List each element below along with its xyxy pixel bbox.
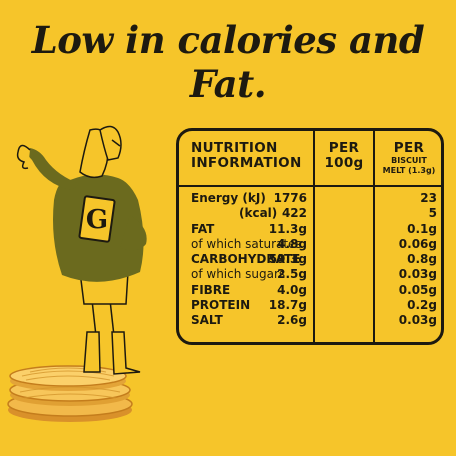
table-row: of which sugars 2.5g 0.03g	[179, 267, 441, 282]
column-divider	[373, 131, 375, 342]
row-label: PROTEIN	[191, 298, 251, 313]
column-header-per-100g: PER 100g	[315, 141, 373, 171]
legs	[83, 299, 141, 375]
title-line-2: INFORMATION	[191, 155, 302, 171]
table-title: NUTRITION INFORMATION	[191, 141, 302, 171]
table-row: FIBRE 4.0g 0.05g	[179, 283, 441, 298]
title-line-1: NUTRITION	[191, 140, 278, 156]
row-per-biscuit: 0.03g	[398, 313, 437, 328]
raised-hand	[16, 144, 31, 170]
headline: Low in calories and Fat.	[31, 18, 425, 106]
row-per-100g: 4.8g	[277, 236, 307, 251]
g-badge: G	[78, 195, 116, 243]
row-per-100g: 1776	[273, 191, 307, 205]
row-per-biscuit: 0.8g	[407, 252, 437, 267]
row-per-100g: 59.3g	[268, 252, 307, 267]
sweater	[27, 148, 147, 282]
row-per-100g: 2.5g	[277, 267, 307, 282]
table-row: CARBOHYDRATE 59.3g 0.8g	[179, 252, 441, 267]
row-label: (kcal)	[239, 206, 278, 221]
perbiscuit-line-1: PER	[393, 140, 425, 156]
table-row: SALT 2.6g 0.03g	[179, 313, 441, 328]
header-divider	[179, 185, 441, 187]
perbiscuit-line-3: MELT (1.3g)	[382, 166, 436, 175]
row-per-biscuit: 0.1g	[407, 221, 437, 236]
nutrition-rows: Energy (kJ) 1776 23 (kcal) 422 5 FAT 11.…	[179, 191, 441, 329]
per100-line-1: PER	[328, 140, 360, 156]
row-per-biscuit: 23	[420, 191, 437, 205]
row-per-biscuit: 0.06g	[398, 236, 437, 251]
row-per-biscuit: 5	[428, 206, 437, 221]
badge-letter: G	[86, 205, 108, 235]
row-label: of which sugars	[191, 267, 286, 282]
row-per-100g: 4.0g	[277, 282, 307, 297]
column-divider	[313, 131, 315, 342]
row-label: Energy (kJ)	[191, 191, 266, 205]
column-header-per-biscuit: PER BISCUIT MELT (1.3g)	[375, 141, 443, 176]
table-row: Energy (kJ) 1776 23	[179, 191, 441, 206]
nutrition-table: NUTRITION INFORMATION PER 100g PER BISCU…	[176, 128, 444, 345]
row-label: CARBOHYDRATE	[191, 252, 301, 267]
row-per-biscuit: 0.05g	[398, 282, 437, 297]
table-row: (kcal) 422 5	[179, 206, 441, 221]
head	[79, 125, 122, 179]
perbiscuit-line-2: BISCUIT	[391, 156, 427, 165]
row-per-100g: 422	[281, 206, 307, 221]
row-per-biscuit: 0.2g	[407, 298, 437, 313]
per100-line-2: 100g	[324, 155, 364, 171]
row-per-100g: 11.3g	[268, 221, 307, 236]
row-per-100g: 2.6g	[277, 313, 307, 328]
table-row: FAT 11.3g 0.1g	[179, 222, 441, 237]
row-per-100g: 18.7g	[268, 298, 307, 313]
row-label: FAT	[191, 221, 215, 236]
row-per-biscuit: 0.03g	[398, 267, 437, 282]
row-label: FIBRE	[191, 282, 231, 297]
row-label: of which saturates	[191, 236, 302, 251]
table-row: of which saturates 4.8g 0.06g	[179, 237, 441, 252]
table-row: PROTEIN 18.7g 0.2g	[179, 298, 441, 313]
row-label: SALT	[191, 313, 223, 328]
